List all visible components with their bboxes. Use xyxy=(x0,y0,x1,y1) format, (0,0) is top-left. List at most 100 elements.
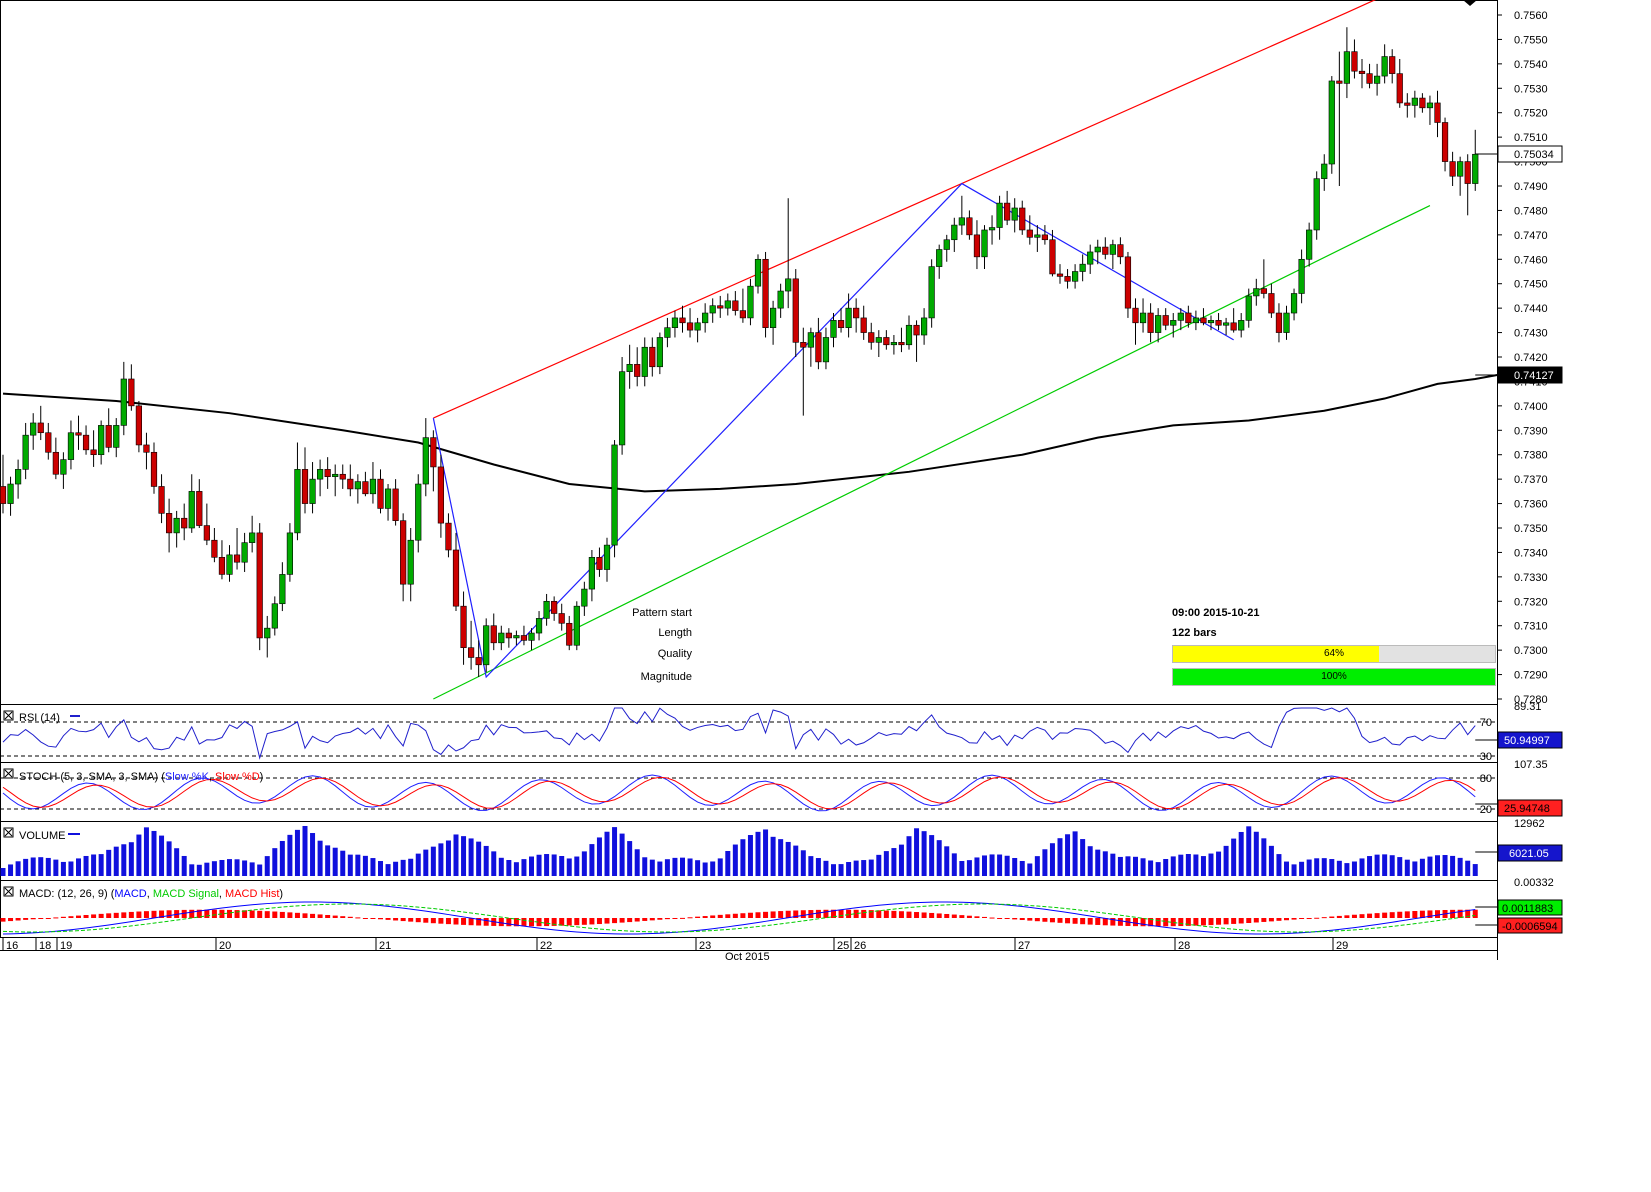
volume-bar xyxy=(1110,853,1116,876)
candle-body xyxy=(271,603,278,629)
macd-hist-bar xyxy=(23,918,29,920)
date-label: 18 xyxy=(39,940,51,952)
candle-body xyxy=(732,300,739,311)
volume-bar xyxy=(1261,838,1267,876)
volume-bar xyxy=(76,858,81,876)
macd-hist-bar xyxy=(944,913,950,918)
macd-hist-bar xyxy=(1238,918,1244,924)
candle-body xyxy=(1260,288,1267,294)
magnitude-bar: 100% xyxy=(1172,668,1496,686)
volume-bar xyxy=(378,861,383,876)
macd-hist-bar xyxy=(770,911,776,918)
rsi-value-label: 50.94997 xyxy=(1504,735,1550,747)
macd-hist-bar xyxy=(1472,909,1478,918)
macd-hist-bar xyxy=(1344,915,1350,918)
candle-body xyxy=(837,320,845,328)
candle-body xyxy=(181,517,188,529)
volume-bar xyxy=(589,844,595,876)
candle-body xyxy=(1064,276,1071,282)
candle-body xyxy=(354,481,361,490)
macd-hist-bar xyxy=(1246,918,1252,923)
candle-body xyxy=(37,422,44,434)
candle-body xyxy=(1404,102,1411,106)
volume-bar xyxy=(151,830,157,876)
volume-bar xyxy=(536,854,542,876)
volume-bar xyxy=(128,842,134,876)
macd-hist-bar xyxy=(196,909,202,918)
volume-bar xyxy=(106,849,112,876)
macd-hist-bar xyxy=(83,914,89,918)
volume-bar xyxy=(461,836,467,876)
volume-bar xyxy=(740,839,746,876)
macd-hist-bar xyxy=(325,914,331,918)
volume-bar xyxy=(1178,854,1184,876)
macd-hist-bar xyxy=(1435,910,1440,918)
volume-bar xyxy=(166,841,172,876)
volume-bar xyxy=(91,854,97,876)
macd-hist-bar xyxy=(362,918,368,919)
candle-body xyxy=(1155,315,1162,333)
macd-hist-bar xyxy=(385,918,391,920)
candle-body xyxy=(686,322,694,331)
volume-bar xyxy=(445,840,451,876)
candle-body xyxy=(150,451,158,487)
volume-bar xyxy=(914,828,920,876)
pane-close-icon-cross xyxy=(4,828,13,837)
macd-hist-bar xyxy=(1465,909,1471,918)
macd-hist-bar xyxy=(98,913,104,918)
macd-hist-bar xyxy=(1223,918,1229,925)
volume-bar xyxy=(1095,849,1101,876)
macd-hist-bar xyxy=(513,918,519,927)
macd-hist-bar xyxy=(506,918,512,927)
volume-bar xyxy=(1034,856,1040,876)
volume-bar xyxy=(204,862,210,876)
candle-body xyxy=(1358,70,1366,74)
volume-bar xyxy=(1435,855,1440,876)
volume-bar xyxy=(755,831,761,876)
candle-body xyxy=(702,312,709,324)
candle-body xyxy=(505,632,512,639)
stoch-k-line xyxy=(2,774,1476,812)
candle-body xyxy=(558,613,565,624)
macd-hist-bar xyxy=(400,918,406,922)
macd-signal-line xyxy=(2,903,1476,933)
macd-hist-bar xyxy=(544,918,550,927)
candle-body xyxy=(1192,317,1199,324)
candle-body xyxy=(400,520,407,585)
price-tick-label: 0.7380 xyxy=(1514,450,1548,462)
macd-hist-bar xyxy=(1457,909,1463,918)
volume-title: VOLUME xyxy=(19,830,65,842)
macd-hist-bar xyxy=(8,918,14,922)
macd-hist-bar xyxy=(680,917,685,919)
volume-bar xyxy=(1216,851,1222,876)
candle-body xyxy=(739,310,746,319)
volume-bar xyxy=(355,854,361,876)
macd-hist-bar xyxy=(408,918,414,922)
candle-body xyxy=(920,317,928,336)
macd-hist-bar xyxy=(989,917,995,919)
volume-bar xyxy=(793,845,799,876)
volume-bar xyxy=(1472,864,1478,876)
volume-bar xyxy=(347,854,353,876)
macd-hist-bar xyxy=(929,912,935,918)
macd-hist-bar xyxy=(1004,918,1010,919)
candle-body xyxy=(769,307,777,328)
candle-body xyxy=(196,491,203,526)
volume-bar xyxy=(68,861,74,876)
volume-bar xyxy=(898,844,904,876)
volume-bar xyxy=(1253,831,1259,876)
candle-body xyxy=(233,554,241,563)
price-tick-label: 0.7510 xyxy=(1514,132,1548,144)
volume-bar xyxy=(1117,856,1123,876)
candle-body xyxy=(679,317,686,324)
volume-bar xyxy=(566,858,572,876)
candle-body xyxy=(324,469,331,478)
price-tick-label: 0.7460 xyxy=(1514,254,1548,266)
date-label: 25 xyxy=(837,940,849,952)
volume-bar xyxy=(453,834,459,876)
macd-hist-bar xyxy=(1178,918,1184,927)
date-label: 22 xyxy=(540,940,552,952)
candle-body xyxy=(241,542,248,563)
channel-upper-line xyxy=(433,0,1377,419)
candle-body xyxy=(1177,312,1184,321)
